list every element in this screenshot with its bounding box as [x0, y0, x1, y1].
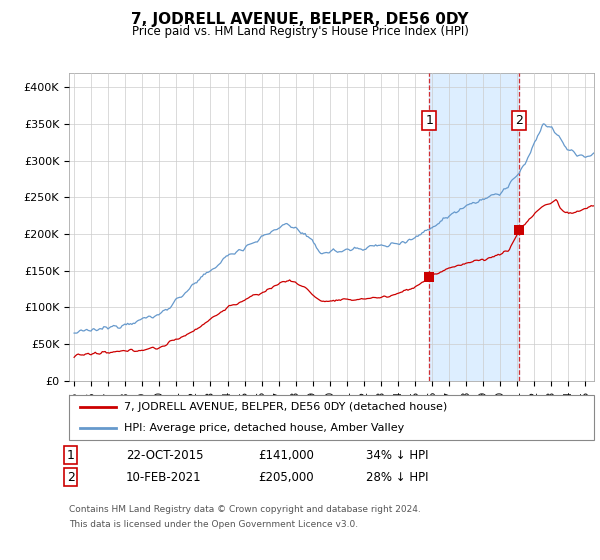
Text: 34% ↓ HPI: 34% ↓ HPI [366, 449, 428, 462]
Text: 22-OCT-2015: 22-OCT-2015 [126, 449, 203, 462]
Text: 7, JODRELL AVENUE, BELPER, DE56 0DY: 7, JODRELL AVENUE, BELPER, DE56 0DY [131, 12, 469, 27]
Text: 2: 2 [67, 470, 75, 484]
Text: 2: 2 [515, 114, 523, 127]
Text: 10-FEB-2021: 10-FEB-2021 [126, 470, 202, 484]
Text: £141,000: £141,000 [258, 449, 314, 462]
Text: This data is licensed under the Open Government Licence v3.0.: This data is licensed under the Open Gov… [69, 520, 358, 529]
Text: 7, JODRELL AVENUE, BELPER, DE56 0DY (detached house): 7, JODRELL AVENUE, BELPER, DE56 0DY (det… [124, 402, 448, 412]
Text: Price paid vs. HM Land Registry's House Price Index (HPI): Price paid vs. HM Land Registry's House … [131, 25, 469, 38]
Bar [429, 73, 519, 381]
Text: 1: 1 [67, 449, 75, 462]
Text: £205,000: £205,000 [258, 470, 314, 484]
Text: HPI: Average price, detached house, Amber Valley: HPI: Average price, detached house, Ambe… [124, 422, 404, 432]
Text: 1: 1 [425, 114, 433, 127]
Text: Contains HM Land Registry data © Crown copyright and database right 2024.: Contains HM Land Registry data © Crown c… [69, 505, 421, 514]
Text: 28% ↓ HPI: 28% ↓ HPI [366, 470, 428, 484]
